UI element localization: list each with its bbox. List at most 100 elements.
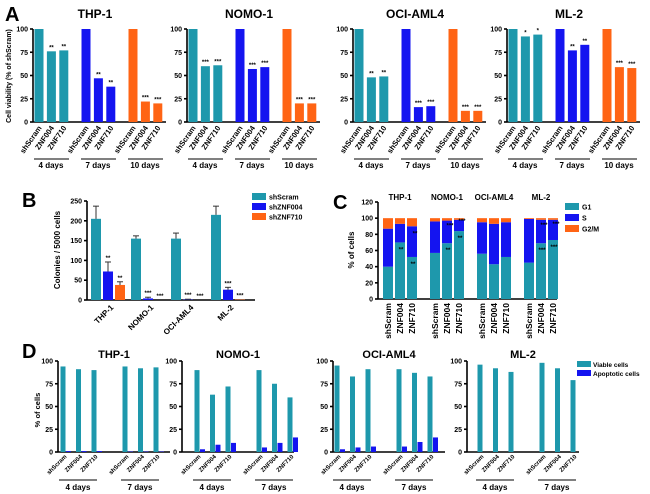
b-significance: *** <box>156 294 164 300</box>
c-stack-segment-g2m <box>383 218 393 229</box>
a-significance: ** <box>108 81 113 87</box>
b-y-tick-label: 250 <box>70 199 82 206</box>
a-bar <box>59 50 69 122</box>
a-significance: *** <box>462 105 470 111</box>
a-significance: *** <box>474 105 482 111</box>
d-x-tick-label: ZNF710 <box>416 454 436 474</box>
d-bar-viable <box>412 372 417 452</box>
a-bar <box>213 65 223 122</box>
a-group-label: 10 days <box>450 161 480 170</box>
b-significance: *** <box>196 294 204 300</box>
d-y-tick-label: 0 <box>173 450 177 457</box>
c-stack-segment-g2m <box>501 218 511 223</box>
a-bar <box>354 29 364 122</box>
d-bar-viable <box>153 367 159 452</box>
d-bar-apoptotic <box>433 437 438 452</box>
d-bar-apoptotic <box>355 447 361 452</box>
c-x-tick-label: ZNF004 <box>536 303 546 334</box>
d-y-tick-label: 100 <box>316 359 328 366</box>
b-legend-label: shScram <box>269 195 299 202</box>
d-x-tick-label: ZNF710 <box>214 454 234 474</box>
a-bar <box>520 36 530 122</box>
a-significance: *** <box>154 97 162 103</box>
d-y-tick-label: 75 <box>169 381 177 388</box>
a-bar <box>426 106 436 122</box>
c-x-tick-label: shScram <box>430 303 440 339</box>
d-x-tick-label: ZNF710 <box>142 454 162 474</box>
d-x-tick-label: shScram <box>108 454 130 476</box>
d-bar-viable <box>365 369 371 452</box>
d-legend-swatch <box>577 361 591 367</box>
c-x-tick-label: ZNF710 <box>407 303 417 334</box>
d-y-tick-label: 50 <box>45 404 53 411</box>
a-bar <box>81 29 91 122</box>
d-bar-viable <box>225 386 231 452</box>
d-y-tick-label: 75 <box>320 381 328 388</box>
d-y-tick-label: 0 <box>458 450 462 457</box>
a-bar <box>567 50 577 122</box>
c-y-tick-label: 20 <box>365 280 373 287</box>
c-stack-segment-s <box>477 222 487 254</box>
d-y-tick-label: 0 <box>324 450 328 457</box>
a-significance: *** <box>296 97 304 103</box>
a-bar <box>448 29 458 122</box>
d-bar-apoptotic <box>200 449 205 452</box>
a-significance: *** <box>214 59 222 65</box>
c-x-tick-label: shScram <box>477 303 487 339</box>
c-stack-segment-g2m <box>395 218 405 224</box>
b-legend-label: shZNF710 <box>269 215 303 222</box>
c-stack-segment-s <box>548 219 558 240</box>
d-subplot-title: THP-1 <box>98 349 130 361</box>
c-stack-segment-g2m <box>442 218 452 221</box>
a-y-tick-label: 100 <box>170 27 182 34</box>
d-bar-apoptotic <box>215 444 221 452</box>
c-legend-swatch <box>565 225 579 232</box>
c-y-tick-label: 100 <box>361 216 373 223</box>
d-legend-swatch <box>577 370 591 376</box>
c-significance: ** <box>399 247 404 253</box>
a-significance: ** <box>49 45 54 51</box>
a-group-label: 4 days <box>193 161 218 170</box>
c-stack-segment-s <box>395 223 405 243</box>
a-bar <box>188 29 198 122</box>
a-y-tick-label: 25 <box>174 96 182 103</box>
d-bar-apoptotic <box>97 451 102 452</box>
a-subplot-title: OCI-AML4 <box>386 7 444 21</box>
b-legend-label: shZNF004 <box>269 205 303 212</box>
c-significance: *** <box>550 245 558 251</box>
c-x-tick-label: ZNF710 <box>501 303 511 334</box>
d-bar-apoptotic <box>340 449 345 452</box>
c-x-tick-label: ZNF710 <box>548 303 558 334</box>
c-stack-segment-s <box>454 219 464 232</box>
d-y-tick-label: 25 <box>320 427 328 434</box>
c-significance: ** <box>413 231 418 237</box>
b-y-axis-label: Colonies / 5000 cells <box>53 210 62 289</box>
b-bar <box>91 218 101 300</box>
c-significance: *** <box>538 248 546 254</box>
d-y-tick-label: 75 <box>454 381 462 388</box>
d-bar-viable <box>210 394 215 452</box>
d-group-label: 7 days <box>262 483 287 492</box>
b-significance: *** <box>224 281 232 287</box>
c-stack-segment-g1 <box>454 231 464 299</box>
d-x-tick-label: shScram <box>382 454 404 476</box>
c-stack-segment-g2m <box>548 218 558 220</box>
a-bar <box>294 103 304 122</box>
c-x-tick-label: ZNF004 <box>442 303 452 334</box>
d-x-tick-label: ZNF710 <box>276 454 296 474</box>
d-x-tick-label: shScram <box>46 454 68 476</box>
a-bar <box>34 29 44 122</box>
b-significance: *** <box>144 291 152 297</box>
a-bar <box>93 78 103 122</box>
b-significance: *** <box>184 293 192 299</box>
b-legend-swatch <box>252 193 266 200</box>
a-bar <box>614 67 624 122</box>
a-bar <box>627 68 637 122</box>
c-stack-segment-g1 <box>536 243 546 299</box>
b-y-tick-label: 50 <box>74 278 82 285</box>
a-bar <box>508 29 518 122</box>
d-y-tick-label: 25 <box>45 427 53 434</box>
b-bar <box>131 238 141 300</box>
c-stack-segment-s <box>383 228 393 267</box>
a-bar <box>366 77 376 122</box>
